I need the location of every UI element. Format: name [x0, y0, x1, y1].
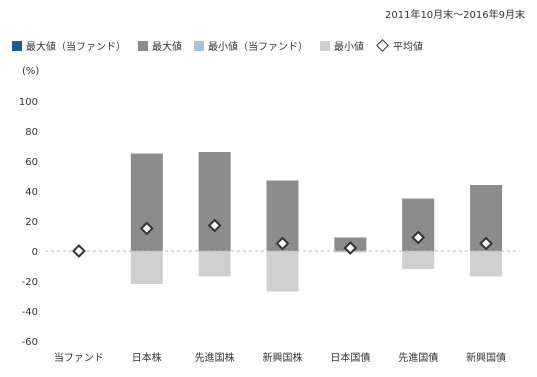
average-marker [72, 244, 86, 258]
x-category-label: 当ファンド [54, 351, 104, 364]
legend-label-average: 平均値 [393, 42, 423, 53]
legend: 最大値（当ファンド） 最大値 最小値（当ファンド） 最小値 平均値 [12, 38, 527, 53]
y-tick-label: 100 [19, 97, 38, 108]
period-label: 2011年10月末～2016年9月末 [385, 10, 525, 21]
x-category-label: 新興国株 [263, 351, 303, 364]
y-tick-label: -60 [22, 337, 38, 348]
average-marker [343, 241, 358, 255]
y-unit-label: (%) [22, 66, 40, 77]
average-marker [207, 218, 222, 233]
average-marker [479, 236, 493, 251]
legend-item-average: 平均値 [376, 38, 423, 53]
x-category-label: 先進国株 [195, 351, 235, 364]
legend-label-max: 最大値 [152, 42, 182, 53]
bar-min [470, 251, 503, 277]
y-tick-label: 0 [32, 247, 38, 258]
y-tick-label: 60 [25, 157, 38, 168]
legend-label-max-fund: 最大値（当ファンド） [26, 42, 126, 53]
legend-label-min-fund: 最小値（当ファンド） [208, 42, 308, 53]
y-tick-label: 80 [25, 127, 38, 138]
y-tick-label: 40 [25, 187, 38, 198]
bar-min [266, 251, 299, 292]
bar-min [130, 251, 163, 284]
legend-item-min: 最小値 [320, 38, 364, 53]
legend-swatch-min [320, 40, 330, 51]
y-tick-label: -40 [22, 307, 38, 318]
x-category-label: 日本株 [132, 351, 162, 364]
x-category-label: 新興国債 [466, 351, 506, 364]
bar-max [130, 153, 163, 251]
legend-label-min: 最小値 [334, 42, 364, 53]
legend-item-max-fund: 最大値（当ファンド） [12, 38, 126, 53]
average-marker [275, 236, 290, 251]
legend-swatch-max-fund [12, 40, 22, 51]
legend-swatch-min-fund [194, 40, 204, 51]
bar-min [198, 251, 231, 277]
average-marker [139, 221, 154, 236]
bar-min [402, 251, 435, 269]
x-category-label: 日本国債 [330, 351, 370, 364]
legend-swatch-max [138, 40, 148, 51]
legend-item-min-fund: 最小値（当ファンド） [194, 38, 308, 53]
y-tick-label: 20 [25, 217, 38, 228]
y-tick-label: -20 [22, 277, 38, 288]
bar-max [198, 152, 231, 251]
average-marker [411, 230, 426, 245]
legend-item-max: 最大値 [138, 38, 182, 53]
x-category-label: 先進国債 [398, 351, 438, 364]
